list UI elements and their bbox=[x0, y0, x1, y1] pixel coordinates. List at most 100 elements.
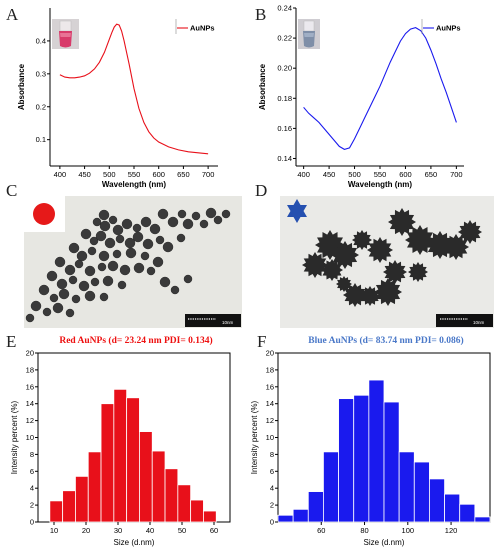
y-tick-label: 14 bbox=[26, 399, 34, 408]
x-tick-label: 400 bbox=[297, 170, 310, 179]
nanosphere bbox=[125, 247, 137, 259]
nanosphere bbox=[54, 256, 66, 268]
nanosphere bbox=[92, 217, 102, 227]
x-tick-label: 700 bbox=[450, 170, 463, 179]
y-tick-label: 10 bbox=[266, 433, 274, 442]
nanosphere bbox=[46, 270, 58, 282]
x-axis-title: Wavelength (nm) bbox=[348, 180, 412, 189]
nanostar bbox=[360, 286, 380, 306]
nanosphere bbox=[25, 313, 35, 323]
histogram-bar bbox=[353, 394, 370, 523]
x-axis-title: Size (d.nm) bbox=[114, 538, 155, 547]
nanosphere bbox=[170, 285, 180, 295]
nanostar bbox=[352, 230, 372, 250]
histogram-bar bbox=[75, 475, 89, 523]
x-tick-label: 550 bbox=[374, 170, 387, 179]
nanosphere bbox=[140, 251, 150, 261]
nanosphere bbox=[117, 280, 127, 290]
histogram-bar bbox=[292, 508, 309, 523]
panel-label-f: F bbox=[257, 332, 266, 351]
x-tick-label: 600 bbox=[152, 170, 165, 179]
nanosphere bbox=[76, 250, 88, 262]
red-vial-thumbnail bbox=[52, 19, 79, 49]
blue-vial-thumbnail bbox=[298, 19, 320, 49]
nanosphere bbox=[65, 308, 75, 318]
histogram-bar bbox=[444, 493, 461, 523]
scale-bar-label-c: 10nm bbox=[222, 320, 234, 325]
y-tick-label: 16 bbox=[26, 382, 34, 391]
nanosphere bbox=[87, 246, 97, 256]
x-tick-label: 450 bbox=[323, 170, 336, 179]
nanosphere bbox=[64, 264, 76, 276]
nanosphere bbox=[68, 275, 78, 285]
nanosphere bbox=[78, 280, 90, 292]
y-tick-label: 2 bbox=[30, 501, 34, 510]
nanosphere bbox=[199, 219, 209, 229]
legend-label: AuNPs bbox=[190, 24, 215, 33]
nanosphere bbox=[191, 211, 201, 221]
nanostar bbox=[443, 234, 469, 260]
y-axis-title: Absorbance bbox=[258, 63, 267, 110]
panel-label-b: B bbox=[255, 5, 266, 24]
y-tick-label: 4 bbox=[30, 484, 34, 493]
x-tick-label: 20 bbox=[82, 526, 90, 535]
x-tick-label: 700 bbox=[202, 170, 215, 179]
x-tick-label: 60 bbox=[317, 526, 325, 535]
histogram-bar bbox=[62, 490, 76, 523]
y-tick-label: 0.14 bbox=[277, 154, 292, 163]
histogram-bar bbox=[49, 500, 64, 523]
x-tick-label: 60 bbox=[210, 526, 218, 535]
nanosphere bbox=[133, 262, 145, 274]
nanostar bbox=[331, 241, 359, 269]
nanosphere bbox=[74, 259, 84, 269]
nanosphere bbox=[177, 209, 187, 219]
chart-title: Blue AuNPs (d= 83.74 nm PDI= 0.086) bbox=[308, 335, 463, 346]
nanosphere bbox=[58, 288, 70, 300]
red-sphere-icon bbox=[33, 203, 55, 225]
nanosphere bbox=[155, 235, 165, 245]
y-tick-label: 18 bbox=[266, 365, 274, 374]
nanosphere bbox=[42, 307, 52, 317]
histogram-e: Red AuNPs (d= 23.24 nm PDI= 0.134)10 20 30… bbox=[10, 335, 231, 547]
x-tick-label: 500 bbox=[103, 170, 116, 179]
nanosphere bbox=[157, 208, 169, 220]
nanosphere bbox=[98, 250, 110, 262]
nanostar bbox=[458, 220, 482, 244]
nanostar bbox=[336, 276, 352, 292]
histogram-bar bbox=[459, 503, 476, 523]
histogram-bar bbox=[429, 478, 445, 523]
y-tick-label: 8 bbox=[270, 450, 274, 459]
panel-label-a: A bbox=[6, 5, 19, 24]
y-tick-label: 0 bbox=[270, 518, 274, 527]
nanosphere bbox=[49, 293, 59, 303]
histogram-bar bbox=[323, 451, 339, 523]
nanosphere bbox=[38, 284, 50, 296]
y-tick-label: 6 bbox=[270, 467, 274, 476]
histogram-bar bbox=[338, 398, 355, 523]
nanosphere bbox=[167, 216, 179, 228]
histogram-bar bbox=[203, 510, 217, 523]
y-tick-label: 0.16 bbox=[277, 124, 292, 133]
nanostar bbox=[388, 208, 416, 236]
nanosphere bbox=[112, 249, 122, 259]
y-tick-label: 4 bbox=[270, 484, 274, 493]
x-tick-label: 80 bbox=[360, 526, 368, 535]
x-tick-label: 500 bbox=[348, 170, 361, 179]
nanosphere bbox=[146, 266, 156, 276]
histogram-bar bbox=[139, 431, 153, 523]
x-tick-label: 50 bbox=[178, 526, 186, 535]
panel-label-e: E bbox=[6, 332, 16, 351]
histogram-bar bbox=[164, 468, 179, 523]
nanosphere bbox=[183, 274, 193, 284]
x-axis-title: Size (d.nm) bbox=[364, 538, 405, 547]
y-tick-label: 14 bbox=[266, 399, 274, 408]
nanosphere bbox=[221, 209, 231, 219]
x-tick-label: 30 bbox=[114, 526, 122, 535]
y-tick-label: 6 bbox=[30, 467, 34, 476]
histogram-bar bbox=[126, 397, 140, 523]
nanostar bbox=[408, 262, 428, 282]
nanosphere bbox=[205, 207, 217, 219]
y-tick-label: 0.3 bbox=[36, 69, 46, 78]
y-tick-label: 16 bbox=[266, 382, 274, 391]
nanosphere bbox=[132, 231, 144, 243]
